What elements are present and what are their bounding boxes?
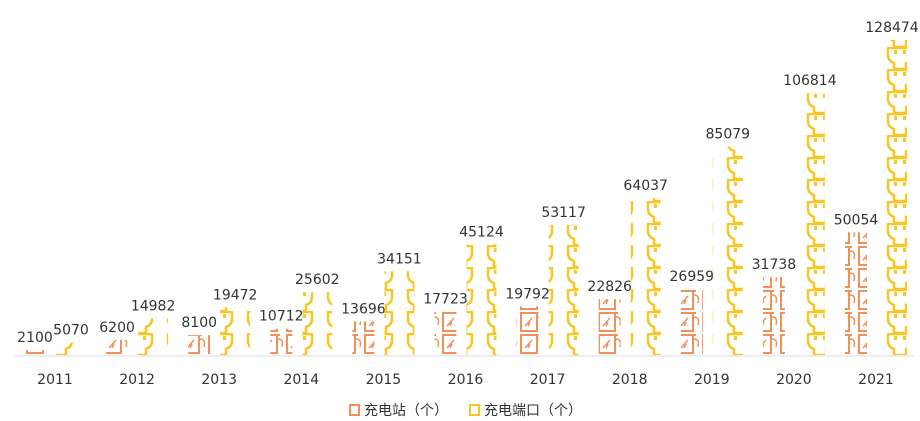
value-label: 53117 — [541, 205, 586, 221]
pictorial-bar — [877, 40, 907, 355]
legend-label: 充电站（个） — [364, 403, 448, 419]
pictorial-bar — [467, 244, 497, 355]
value-label: 19792 — [505, 286, 550, 302]
pictorial-bar — [384, 271, 414, 355]
x-tick-label: 2012 — [119, 372, 155, 388]
pictorial-bar — [24, 350, 46, 355]
pictorial-bar — [188, 335, 210, 355]
value-label: 26959 — [670, 269, 715, 285]
value-label: 64037 — [623, 178, 668, 194]
value-label: 85079 — [706, 126, 751, 142]
pictorial-bar — [845, 232, 867, 355]
value-label: 106814 — [783, 73, 837, 89]
x-tick-label: 2013 — [201, 372, 237, 388]
value-label: 128474 — [865, 20, 919, 36]
x-tick-label: 2019 — [694, 372, 730, 388]
value-label: 19472 — [213, 287, 258, 303]
value-label: 13696 — [341, 301, 386, 317]
value-label: 17723 — [423, 292, 468, 308]
value-label: 45124 — [459, 224, 504, 240]
pictorial-bar — [681, 289, 703, 355]
pictorial-bar — [631, 198, 661, 355]
legend-swatch — [470, 405, 479, 415]
page: 2011 21005070 2012 6200 14982 2013 8100 19472 20… — [0, 0, 920, 421]
chart: 2011 21005070 2012 6200 14982 2013 8100 19472 20… — [0, 0, 920, 421]
value-label: 31738 — [752, 257, 797, 273]
pictorial-bar — [106, 340, 128, 355]
pictorial-bar — [599, 299, 621, 355]
pictorial-bar — [763, 277, 785, 355]
x-tick-label: 2018 — [612, 372, 648, 388]
pictorial-bar — [352, 321, 374, 355]
value-label: 10712 — [259, 309, 304, 325]
value-label: 50054 — [834, 212, 879, 228]
pictorial-bar — [56, 343, 86, 355]
value-label: 5070 — [53, 323, 89, 339]
x-tick-label: 2017 — [530, 372, 566, 388]
legend-swatch — [350, 405, 359, 415]
pictorial-bar — [220, 307, 250, 355]
pictorial-bar — [270, 329, 292, 355]
pictorial-bar — [138, 318, 168, 355]
value-label: 8100 — [181, 315, 217, 331]
x-tick-label: 2014 — [283, 372, 319, 388]
x-tick-label: 2020 — [776, 372, 812, 388]
value-label: 25602 — [295, 272, 340, 288]
x-tick-label: 2015 — [366, 372, 402, 388]
pictorial-bar — [713, 146, 743, 355]
value-label: 34151 — [377, 251, 422, 267]
value-label: 6200 — [99, 320, 135, 336]
x-tick-label: 2021 — [858, 372, 894, 388]
value-label: 22826 — [587, 279, 632, 295]
value-label: 2100 — [17, 330, 53, 346]
legend-label: 充电端口（个） — [484, 403, 582, 419]
x-tick-label: 2011 — [37, 372, 73, 388]
pictorial-bar — [517, 306, 539, 355]
pictorial-bar — [302, 292, 332, 355]
pictorial-bar — [435, 312, 457, 355]
value-label: 14982 — [131, 298, 176, 314]
x-tick-label: 2016 — [448, 372, 484, 388]
pictorial-bar — [549, 225, 579, 355]
pictorial-bar — [795, 93, 825, 355]
